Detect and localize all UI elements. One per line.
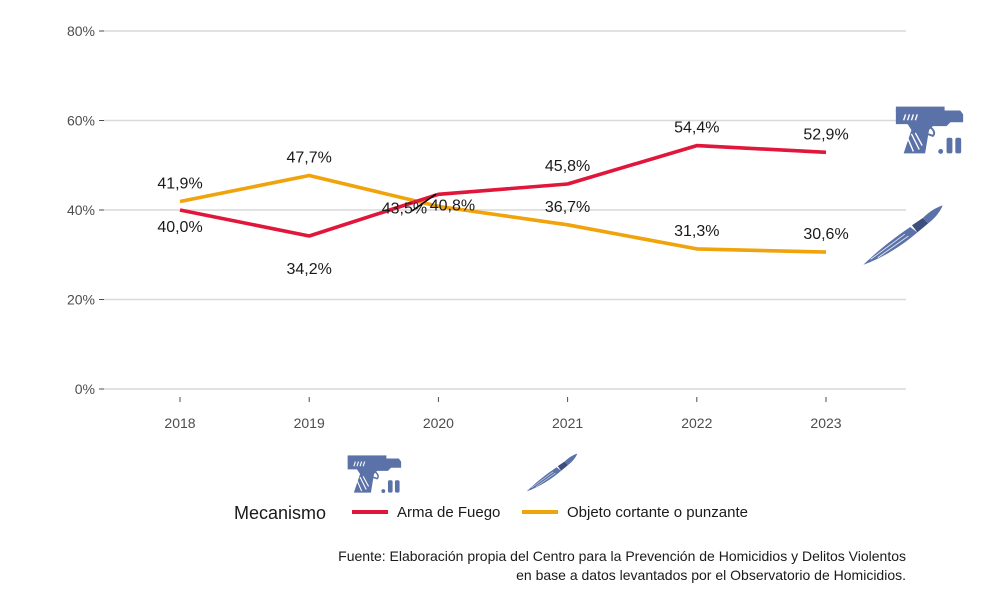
- data-label: 40,8%: [430, 197, 475, 214]
- data-label: 43,5%: [382, 200, 427, 217]
- legend-title: Mecanismo: [234, 503, 326, 523]
- data-label: 41,9%: [157, 175, 202, 192]
- data-label: 31,3%: [674, 223, 719, 240]
- x-tick-label: 2018: [164, 415, 195, 431]
- series-line-objeto-cortante: [179, 173, 827, 254]
- series-line-arma-de-fuego: [179, 143, 827, 238]
- data-label: 52,9%: [803, 126, 848, 143]
- data-label: 30,6%: [803, 226, 848, 243]
- legend: Mecanismo Arma de Fuego Objeto cortante …: [234, 503, 748, 523]
- knife-icon: [526, 453, 578, 492]
- legend-icons: [346, 453, 578, 494]
- x-tick-label: 2023: [810, 415, 841, 431]
- data-labels: 40,0% 34,2% 43,5% 45,8% 54,4% 52,9% 41,9% 47,7%…: [157, 120, 848, 278]
- pistol-icon: [346, 454, 402, 494]
- label-leader-line: [411, 193, 437, 212]
- x-tick-label: 2019: [294, 415, 325, 431]
- caption: Fuente: Elaboración propia del Centro pa…: [338, 548, 906, 583]
- grid-lines: [104, 30, 906, 390]
- series-lines: [179, 143, 827, 254]
- pistol-icon: [894, 105, 965, 155]
- y-tick-label: 20%: [67, 292, 95, 308]
- data-label: 36,7%: [545, 199, 590, 216]
- y-axis: 0% 20% 40% 60% 80%: [67, 23, 104, 397]
- knife-icon: [862, 204, 944, 266]
- x-tick-label: 2021: [552, 415, 583, 431]
- caption-line-1: Fuente: Elaboración propia del Centro pa…: [338, 548, 906, 564]
- data-label: 34,2%: [287, 261, 332, 278]
- legend-label-arma-de-fuego: Arma de Fuego: [397, 504, 500, 521]
- data-label: 40,0%: [157, 219, 202, 236]
- legend-label-objeto-cortante: Objeto cortante o punzante: [567, 504, 748, 521]
- data-label: 47,7%: [287, 150, 332, 167]
- y-tick-label: 40%: [67, 202, 95, 218]
- y-tick-label: 60%: [67, 113, 95, 129]
- x-tick-label: 2020: [423, 415, 454, 431]
- y-tick-label: 80%: [67, 23, 95, 39]
- y-tick-label: 0%: [75, 381, 95, 397]
- data-label: 54,4%: [674, 120, 719, 137]
- caption-line-2: en base a datos levantados por el Observ…: [516, 567, 906, 583]
- x-axis: 2018 2019 2020 2021 2022 2023: [164, 397, 842, 431]
- data-label: 45,8%: [545, 158, 590, 175]
- x-tick-label: 2022: [681, 415, 712, 431]
